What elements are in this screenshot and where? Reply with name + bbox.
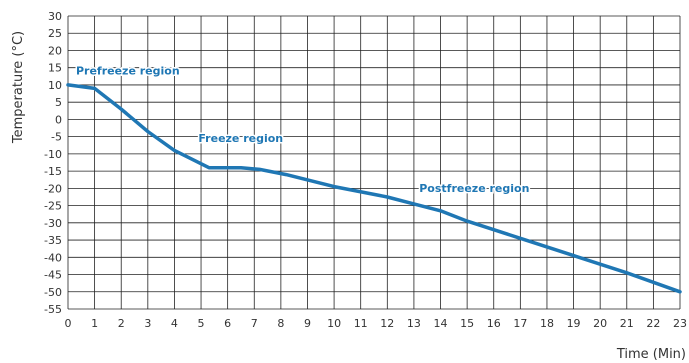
x-tick-label: 1 <box>91 317 98 330</box>
region-label: Freeze region <box>198 132 283 145</box>
x-tick-label: 0 <box>65 317 72 330</box>
y-tick-label: 10 <box>48 79 62 92</box>
y-axis-title: Temperature (°C) <box>11 31 26 144</box>
x-tick-label: 14 <box>434 317 448 330</box>
x-tick-label: 5 <box>198 317 205 330</box>
y-tick-label: -30 <box>44 217 62 230</box>
series-layer <box>66 83 682 294</box>
x-tick-label: 17 <box>513 317 527 330</box>
grid <box>67 15 681 310</box>
x-tick-label: 22 <box>646 317 660 330</box>
y-axis-ticks: 30 25 20 15 10 5 0 -5 -10 -15 -20 -25 -30 -35 -40 -45 -5… <box>44 10 62 316</box>
y-tick-label: -40 <box>44 251 62 264</box>
y-tick-label: 30 <box>48 10 62 23</box>
y-tick-label: -35 <box>44 234 62 247</box>
x-axis-title: Time (Min) <box>616 347 686 362</box>
x-tick-label: 10 <box>327 317 341 330</box>
x-tick-label: 16 <box>487 317 501 330</box>
y-tick-label: -5 <box>51 131 62 144</box>
y-tick-label: -25 <box>44 200 62 213</box>
y-tick-label: -15 <box>44 165 62 178</box>
annotations: Prefreeze region Freeze region Postfreeze … <box>74 63 530 196</box>
y-tick-label: -10 <box>44 148 62 161</box>
y-tick-label: 15 <box>48 62 62 75</box>
y-tick-label: 5 <box>55 96 62 109</box>
x-tick-label: 4 <box>171 317 178 330</box>
x-axis-ticks: 0 1 2 3 4 5 6 7 8 9 10 11 12 13 14 15 16 17 18 19 20 21 22 23 <box>65 317 688 330</box>
y-tick-label: -50 <box>44 286 62 299</box>
x-tick-label: 9 <box>304 317 311 330</box>
x-tick-label: 21 <box>620 317 634 330</box>
y-tick-label: 0 <box>55 113 62 126</box>
y-tick-label: 25 <box>48 27 62 40</box>
x-tick-label: 3 <box>144 317 151 330</box>
region-label: Postfreeze region <box>419 182 529 195</box>
x-tick-label: 12 <box>380 317 394 330</box>
x-tick-label: 7 <box>251 317 258 330</box>
x-tick-label: 11 <box>354 317 368 330</box>
x-tick-label: 19 <box>567 317 581 330</box>
x-tick-label: 8 <box>277 317 284 330</box>
y-tick-label: -55 <box>44 303 62 316</box>
y-tick-label: -20 <box>44 182 62 195</box>
x-tick-label: 13 <box>407 317 421 330</box>
x-tick-label: 2 <box>118 317 125 330</box>
y-tick-label: -45 <box>44 269 62 282</box>
x-tick-label: 6 <box>224 317 231 330</box>
y-tick-label: 20 <box>48 44 62 57</box>
x-tick-label: 20 <box>593 317 607 330</box>
x-tick-label: 23 <box>673 317 687 330</box>
x-tick-label: 15 <box>460 317 474 330</box>
region-label: Prefreeze region <box>76 65 180 78</box>
x-tick-label: 18 <box>540 317 554 330</box>
temperature-line <box>66 83 682 294</box>
